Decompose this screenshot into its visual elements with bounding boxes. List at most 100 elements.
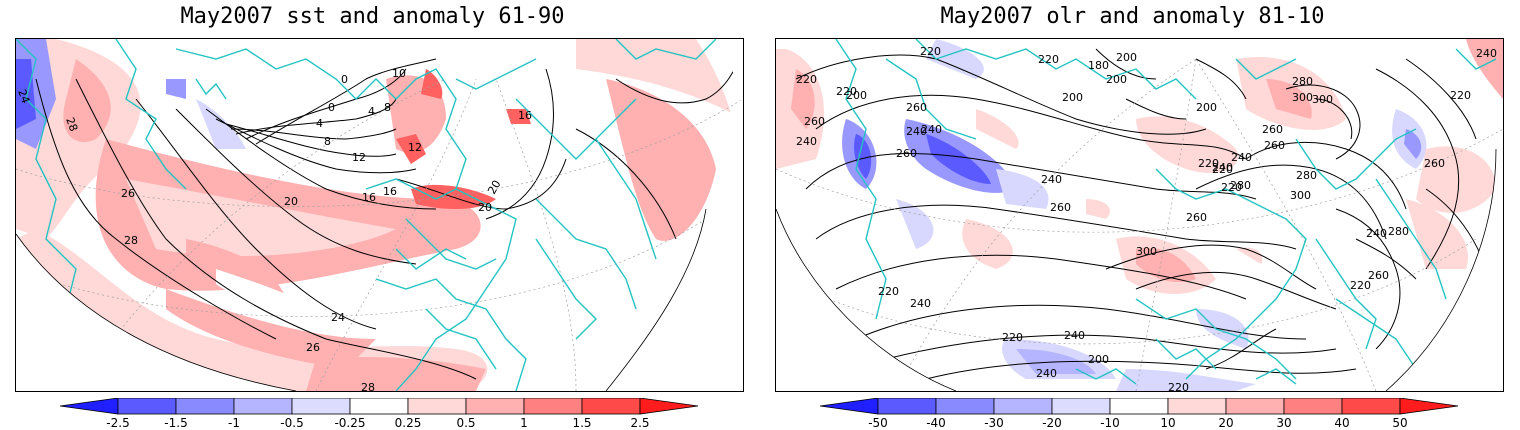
contour-label: 28 — [63, 116, 80, 134]
contour-label: 220 — [1221, 181, 1242, 194]
olr-map-svg: 220 200 260 240 220 220 200 180 200 200 … — [776, 39, 1503, 391]
sst-coastlines — [16, 39, 717, 391]
sst-contours — [35, 48, 743, 380]
contour-label: 180 — [1088, 59, 1109, 72]
contour-label: 200 — [1116, 51, 1137, 64]
panel-title: May2007 sst and anomaly 61-90 — [180, 4, 565, 29]
colorbar-tick: 50 — [1392, 416, 1408, 430]
contour-label: 240 — [910, 297, 931, 310]
contour-label: 16 — [362, 191, 376, 204]
colorbar-tick: 0.5 — [456, 416, 476, 430]
contour-label: 8 — [384, 101, 391, 114]
colorbar-tick: -0.5 — [280, 416, 304, 430]
contour-label: 10 — [392, 67, 406, 80]
contour-label: 0 — [328, 101, 335, 114]
contour-label: 240 — [1064, 329, 1085, 342]
contour-label: 260 — [1262, 123, 1283, 136]
olr-contours — [795, 48, 1487, 380]
colorbar-tick: 1.5 — [572, 416, 592, 430]
colorbar-tick: -20 — [1042, 416, 1062, 430]
colorbar-tick: -50 — [868, 416, 888, 430]
colorbar-tick: 30 — [1276, 416, 1292, 430]
contour-label: 260 — [896, 147, 917, 160]
olr-map: 220 200 260 240 220 220 200 180 200 200 … — [775, 38, 1504, 392]
contour-label: 300 — [1136, 245, 1157, 258]
contour-label: 260 — [1424, 157, 1445, 170]
contour-label: 220 — [1038, 53, 1059, 66]
olr-contour-labels: 220 200 260 240 220 220 200 180 200 200 … — [796, 45, 1497, 391]
contour-label: 20 — [478, 201, 492, 214]
contour-label: 12 — [352, 151, 366, 164]
contour-label: 220 — [1198, 157, 1219, 170]
contour-label: 28 — [124, 234, 138, 247]
contour-label: 280 — [1296, 169, 1317, 182]
contour-label: 280 — [1388, 225, 1409, 238]
colorbar-tick: -1.5 — [164, 416, 188, 430]
colorbar-tick: 2.5 — [630, 416, 650, 430]
contour-label: 240 — [1476, 47, 1497, 60]
contour-label: 240 — [1366, 227, 1387, 240]
contour-label: 300 — [1312, 93, 1333, 106]
contour-label: 280 — [1230, 179, 1251, 192]
contour-label: 0 — [341, 73, 348, 86]
contour-label: 240 — [796, 135, 817, 148]
contour-label: 260 — [804, 115, 825, 128]
sst-colorbar: -2.5 -1.5 -1 -0.5 -0.25 0.25 0.5 1 1.5 2… — [60, 398, 700, 430]
contour-label: 260 — [1186, 211, 1207, 224]
colorbar-tick: -30 — [984, 416, 1004, 430]
contour-label: 16 — [383, 185, 397, 198]
contour-label: 220 — [920, 45, 941, 58]
colorbar-tick: 20 — [1218, 416, 1234, 430]
contour-label: 240 — [1041, 173, 1062, 186]
colorbar-tick: 0.25 — [394, 416, 422, 430]
sst-anomaly-fill — [16, 39, 743, 391]
contour-label: 220 — [1002, 331, 1023, 344]
contour-label: 200 — [846, 89, 867, 102]
contour-label: 300 — [1292, 91, 1313, 104]
contour-label: 12 — [408, 141, 422, 154]
contour-label: 26 — [121, 187, 135, 200]
colorbar-tick: -10 — [1100, 416, 1120, 430]
contour-label: 220 — [836, 85, 857, 98]
contour-label: 220 — [1212, 163, 1233, 176]
colorbar-tick: -40 — [926, 416, 946, 430]
panel-title: May2007 olr and anomaly 81-10 — [940, 4, 1325, 29]
sst-colorbar-svg — [60, 398, 699, 415]
contour-label: 200 — [1196, 101, 1217, 114]
contour-label: 200 — [1088, 353, 1109, 366]
colorbar-tick: 40 — [1334, 416, 1350, 430]
contour-label: 220 — [1450, 89, 1471, 102]
olr-colorbar-svg — [820, 398, 1459, 415]
olr-panel: May2007 olr and anomaly 81-10 — [760, 0, 1505, 430]
colorbar-tick: 1 — [520, 416, 528, 430]
contour-label: 260 — [1050, 201, 1071, 214]
contour-label: 28 — [361, 381, 375, 391]
contour-label: 220 — [878, 285, 899, 298]
contour-label: 280 — [1292, 75, 1313, 88]
contour-label: 240 — [921, 123, 942, 136]
sst-map-svg: 24 28 26 28 24 26 28 20 16 12 8 4 0 0 4 … — [16, 39, 743, 391]
contour-label: 260 — [1368, 269, 1389, 282]
colorbar-tick: -2.5 — [106, 416, 130, 430]
colorbar-tick: 10 — [1160, 416, 1176, 430]
colorbar-tick: -1 — [228, 416, 240, 430]
contour-label: 220 — [1350, 279, 1371, 292]
contour-label: 200 — [1106, 73, 1127, 86]
contour-label: 26 — [306, 341, 320, 354]
contour-label: 220 — [796, 73, 817, 86]
contour-label: 24 — [331, 311, 345, 324]
colorbar-tick: -0.25 — [334, 416, 366, 430]
contour-label: 240 — [1036, 367, 1057, 380]
contour-label: 240 — [1231, 151, 1252, 164]
contour-label: 16 — [518, 109, 532, 122]
olr-colorbar: -50 -40 -30 -20 -10 10 20 30 40 50 — [820, 398, 1460, 430]
contour-label: 20 — [284, 195, 298, 208]
contour-label: 8 — [324, 135, 331, 148]
olr-coastlines — [835, 39, 1497, 385]
sst-panel: May2007 sst and anomaly 61-90 — [0, 0, 745, 430]
contour-label: 220 — [1168, 381, 1189, 391]
contour-label: 260 — [906, 101, 927, 114]
contour-label: 260 — [1264, 139, 1285, 152]
sst-contour-labels: 24 28 26 28 24 26 28 20 16 12 8 4 0 0 4 … — [16, 67, 532, 391]
contour-label: 240 — [1212, 161, 1233, 174]
